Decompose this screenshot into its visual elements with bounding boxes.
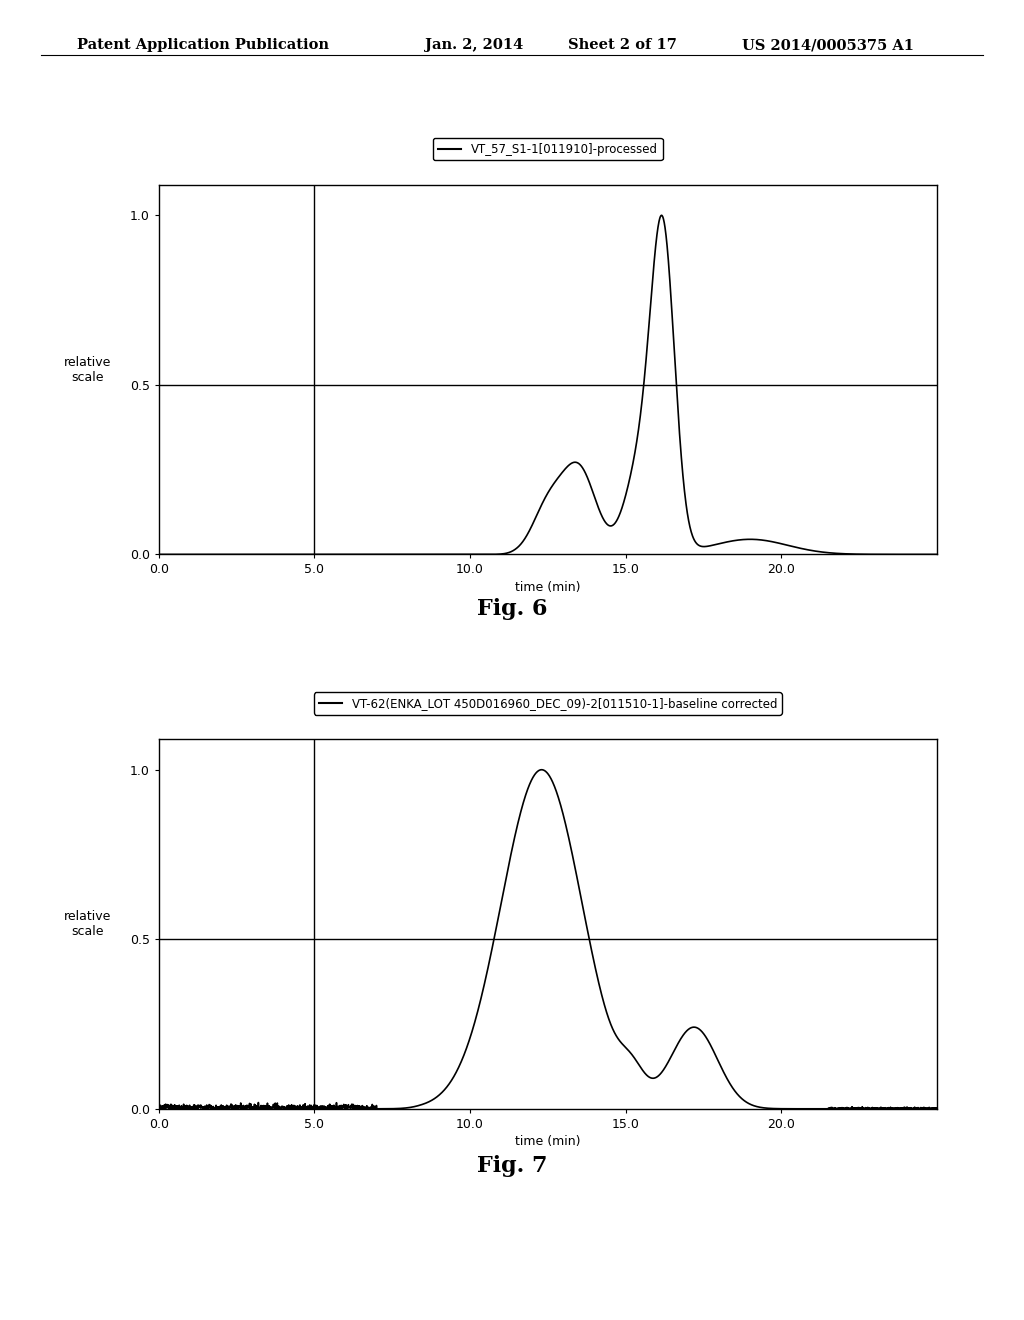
- Text: Jan. 2, 2014: Jan. 2, 2014: [425, 38, 523, 53]
- Y-axis label: relative
scale: relative scale: [65, 355, 112, 384]
- Text: Fig. 7: Fig. 7: [477, 1155, 547, 1177]
- Text: Patent Application Publication: Patent Application Publication: [77, 38, 329, 53]
- Legend: VT-62(ENKA_LOT 450D016960_DEC_09)-2[011510-1]-baseline corrected: VT-62(ENKA_LOT 450D016960_DEC_09)-2[0115…: [313, 693, 782, 715]
- Text: Sheet 2 of 17: Sheet 2 of 17: [568, 38, 677, 53]
- Y-axis label: relative
scale: relative scale: [65, 909, 112, 939]
- X-axis label: time (min): time (min): [515, 581, 581, 594]
- Text: Fig. 6: Fig. 6: [477, 598, 547, 620]
- X-axis label: time (min): time (min): [515, 1135, 581, 1148]
- Legend: VT_57_S1-1[011910]-processed: VT_57_S1-1[011910]-processed: [433, 139, 663, 161]
- Text: US 2014/0005375 A1: US 2014/0005375 A1: [742, 38, 914, 53]
